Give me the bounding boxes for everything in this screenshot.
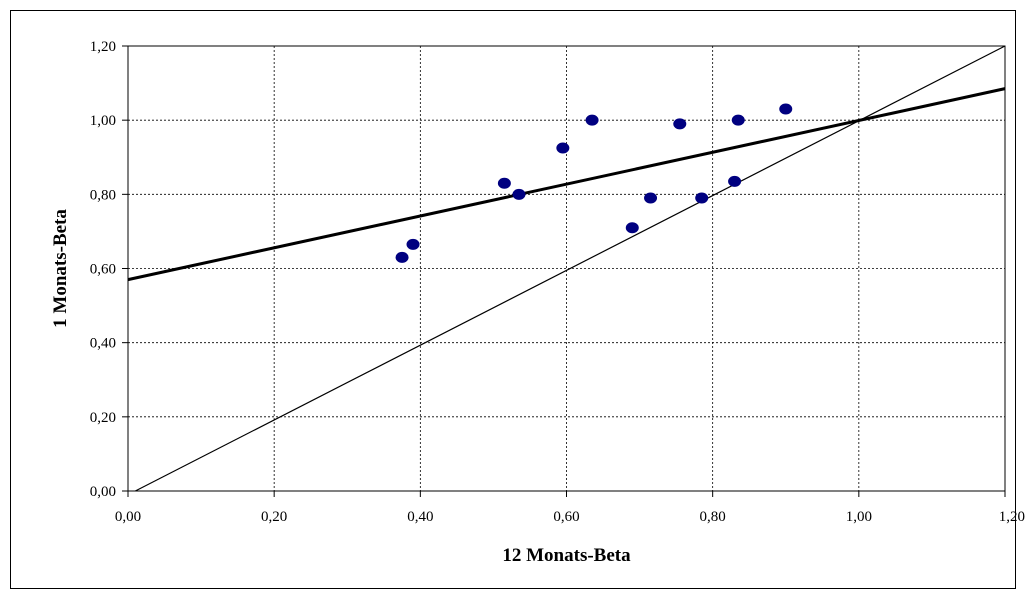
y-tick-label: 0,40: [90, 336, 116, 352]
y-tick-label: 0,60: [90, 262, 116, 278]
data-point: [644, 192, 658, 204]
x-tick-label: 1,20: [999, 509, 1025, 525]
y-tick-label: 0,00: [90, 484, 116, 500]
y-tick-label: 1,00: [90, 113, 116, 129]
y-axis-ticks: 0,00 0,20 0,40 0,60 0,80 1,00 1,20: [90, 39, 128, 500]
x-tick-label: 0,40: [407, 509, 433, 525]
data-point: [585, 114, 599, 126]
y-axis-title: 1 Monats-Beta: [50, 209, 71, 328]
diagonal-line: [135, 45, 1006, 492]
data-point: [556, 142, 570, 154]
reference-lines: [127, 45, 1006, 492]
x-axis-ticks: 0,00 0,20 0,40 0,60 0,80 1,00 1,20: [115, 491, 1025, 525]
y-tick-label: 0,80: [90, 187, 116, 203]
data-point: [497, 177, 511, 189]
data-point: [625, 222, 639, 234]
data-point: [731, 114, 745, 126]
data-point: [395, 251, 409, 263]
data-point: [779, 103, 793, 115]
x-tick-label: 1,00: [846, 509, 872, 525]
x-axis-title: 12 Monats-Beta: [502, 545, 631, 566]
data-point: [512, 188, 526, 200]
chart-frame: [10, 10, 1016, 589]
data-point: [406, 238, 420, 250]
data-point: [695, 192, 709, 204]
y-tick-label: 1,20: [90, 39, 116, 55]
x-tick-label: 0,20: [261, 509, 287, 525]
data-point: [673, 118, 687, 130]
x-tick-label: 0,80: [700, 509, 726, 525]
y-tick-label: 0,20: [90, 410, 116, 426]
x-tick-label: 0,60: [553, 509, 579, 525]
data-points: [395, 103, 793, 263]
x-tick-label: 0,00: [115, 509, 141, 525]
data-point: [728, 175, 742, 187]
